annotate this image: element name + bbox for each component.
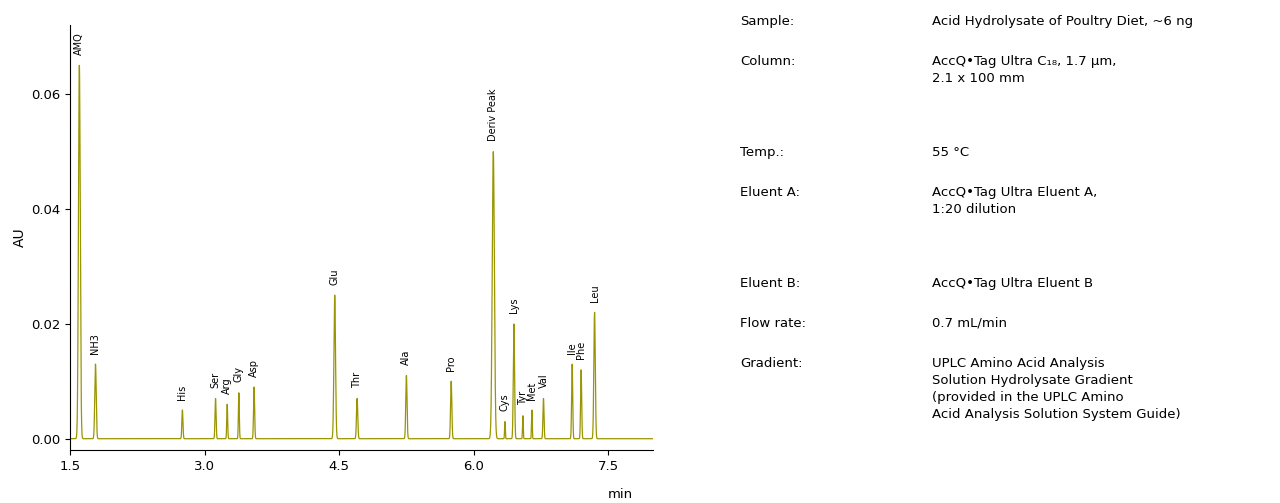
Text: 55 °C: 55 °C: [932, 146, 969, 159]
Text: Met: Met: [527, 381, 536, 400]
Text: AMQ: AMQ: [74, 32, 84, 55]
Text: Val: Val: [539, 374, 549, 388]
Text: Pro: Pro: [447, 356, 456, 371]
Text: Tyr: Tyr: [518, 391, 527, 405]
Text: Lys: Lys: [509, 298, 518, 313]
Text: AccQ•Tag Ultra Eluent B: AccQ•Tag Ultra Eluent B: [932, 277, 1093, 290]
Text: Leu: Leu: [590, 284, 599, 302]
Text: Glu: Glu: [330, 268, 339, 285]
Text: UPLC Amino Acid Analysis
Solution Hydrolysate Gradient
(provided in the UPLC Ami: UPLC Amino Acid Analysis Solution Hydrol…: [932, 357, 1181, 421]
Text: Deriv Peak: Deriv Peak: [488, 89, 498, 141]
Text: Ser: Ser: [210, 372, 220, 388]
Text: Column:: Column:: [740, 55, 795, 68]
Text: Flow rate:: Flow rate:: [740, 317, 806, 330]
Text: Arg: Arg: [223, 377, 232, 394]
Text: Temp.:: Temp.:: [740, 146, 783, 159]
Text: 0.7 mL/min: 0.7 mL/min: [932, 317, 1007, 330]
Text: Eluent B:: Eluent B:: [740, 277, 800, 290]
Text: Ala: Ala: [402, 350, 411, 365]
Text: NH3: NH3: [91, 333, 101, 354]
Text: Phe: Phe: [576, 341, 586, 360]
Y-axis label: AU: AU: [13, 228, 27, 247]
Text: Sample:: Sample:: [740, 15, 794, 28]
Text: AccQ•Tag Ultra C₁₈, 1.7 μm,
2.1 x 100 mm: AccQ•Tag Ultra C₁₈, 1.7 μm, 2.1 x 100 mm: [932, 55, 1116, 86]
Text: Thr: Thr: [352, 372, 362, 388]
Text: Eluent A:: Eluent A:: [740, 186, 800, 199]
Text: Ile: Ile: [567, 342, 577, 354]
Text: Acid Hydrolysate of Poultry Diet, ~6 ng: Acid Hydrolysate of Poultry Diet, ~6 ng: [932, 15, 1193, 28]
Text: AccQ•Tag Ultra Eluent A,
1:20 dilution: AccQ•Tag Ultra Eluent A, 1:20 dilution: [932, 186, 1098, 216]
Text: Asp: Asp: [250, 359, 259, 377]
Text: His: His: [178, 384, 187, 400]
Text: Gly: Gly: [234, 366, 244, 382]
Text: min: min: [608, 487, 634, 500]
Text: Gradient:: Gradient:: [740, 357, 803, 370]
Text: Cys: Cys: [500, 393, 509, 411]
